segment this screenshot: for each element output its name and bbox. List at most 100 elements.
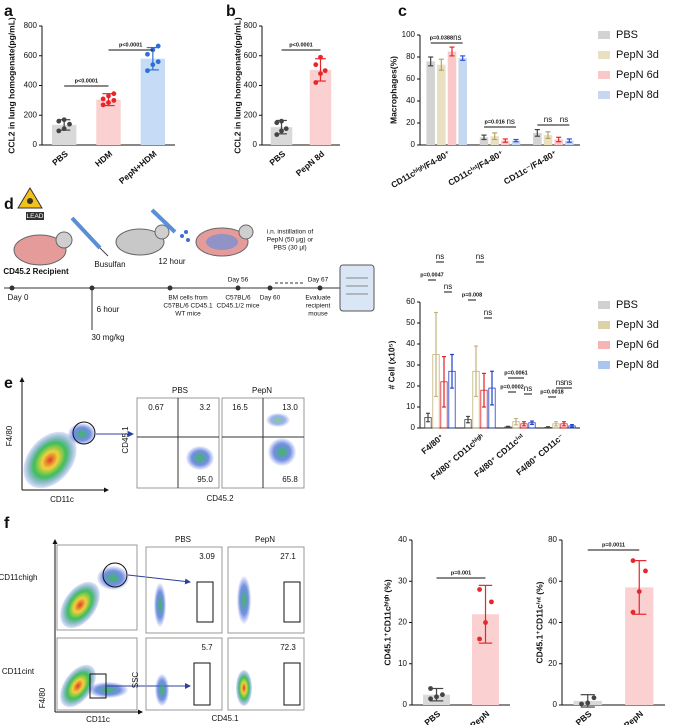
row-label: CD11cint <box>2 667 35 676</box>
significance-label: ns <box>524 384 532 393</box>
panel-label: a <box>4 3 13 20</box>
mouse-head <box>154 224 170 240</box>
data-point <box>440 692 445 698</box>
data-point <box>313 80 319 85</box>
bar <box>479 137 489 145</box>
label: BM cells from <box>168 295 207 302</box>
axis-label: CD45.1 <box>211 714 239 723</box>
axis-label: F4/80 <box>5 425 14 446</box>
x-tick-label: CD11c⁻/F4-80⁺ <box>502 148 559 186</box>
y-tick-label: 400 <box>24 81 38 90</box>
y-tick-label: 40 <box>398 535 407 544</box>
plot-frame <box>56 544 138 631</box>
density-cloud <box>60 664 96 708</box>
quadrant-value: 3.2 <box>199 403 211 412</box>
data-point <box>643 568 648 574</box>
data-point <box>477 636 482 642</box>
y-tick-label: 10 <box>398 659 407 668</box>
axis-label: F4/80 <box>38 687 47 708</box>
data-point <box>489 599 494 605</box>
significance-label: ns <box>506 117 514 126</box>
plot-frame <box>56 637 138 711</box>
legend-label: PepN 3d <box>616 319 659 331</box>
clipboard <box>339 264 375 312</box>
data-point <box>279 118 284 124</box>
y-tick-label: 0 <box>33 140 38 149</box>
significance-label: ns <box>560 115 568 124</box>
gate-value: 27.1 <box>280 552 296 561</box>
label: Day 56 <box>228 277 249 284</box>
y-tick-label: 200 <box>24 110 38 119</box>
significance-label: p=0.008 <box>462 292 482 298</box>
data-point <box>61 126 67 132</box>
y-tick-label: 400 <box>244 81 258 90</box>
hazard-icon <box>27 198 33 204</box>
data-point <box>61 117 67 123</box>
data-point <box>56 118 62 124</box>
gate <box>72 421 96 445</box>
timeline-dot <box>167 285 173 291</box>
gate <box>102 562 128 588</box>
data-point <box>579 701 584 707</box>
timeline-dot <box>9 285 15 291</box>
gate <box>193 662 211 706</box>
chart: 0 10 20 30 40 CD45.1⁺CD11cʰⁱᵍʰ (%) PBS PepN p=0.… <box>382 535 510 725</box>
data-point <box>313 62 319 68</box>
significance-label: p=0.0388 <box>430 35 453 41</box>
label: Busulfan <box>94 260 125 269</box>
density-cloud <box>23 431 77 489</box>
density-cloud <box>68 423 96 445</box>
y-tick-label: 30 <box>398 576 407 585</box>
legend-label: PBS <box>616 29 638 41</box>
cells <box>180 234 184 238</box>
bar <box>490 136 499 145</box>
label: PepN (50 μg) or <box>267 237 314 244</box>
plot-frame <box>227 637 305 711</box>
legend-swatch <box>598 91 610 99</box>
bar <box>270 127 293 145</box>
y-tick-label: 40 <box>406 339 415 348</box>
y-axis-label: # Cell (x10⁵) <box>386 340 396 389</box>
bar <box>447 51 457 145</box>
panel-label: f <box>4 515 10 532</box>
lead-text: LEAD <box>27 213 44 220</box>
density-cloud <box>154 583 166 627</box>
y-axis-label: CCL2 in lung homogenate(pg/mL) <box>6 17 16 154</box>
data-point <box>630 558 636 564</box>
plot-title: PepN <box>255 535 275 544</box>
data-point <box>106 100 111 106</box>
significance-label: p=0.0002 <box>500 384 523 390</box>
gate-value: 72.3 <box>280 643 296 652</box>
legend-label: PepN 8d <box>616 89 659 101</box>
y-tick-label: 0 <box>411 140 416 149</box>
plot-frame <box>227 546 305 634</box>
significance-label: p=0.016 <box>484 119 504 125</box>
legend-label: PBS <box>616 299 638 311</box>
data-point <box>111 91 117 97</box>
quadrant-value: 16.5 <box>232 403 248 412</box>
label: WT mice <box>175 311 201 318</box>
data-point <box>591 695 597 701</box>
mouse <box>13 234 67 266</box>
x-tick-label: CD11cʰⁱᵍʰ/F4-80⁺ <box>389 148 452 190</box>
data-point <box>106 93 111 99</box>
y-tick-label: 40 <box>406 96 415 105</box>
bar <box>96 99 121 145</box>
significance-label: p=0.0061 <box>504 370 527 376</box>
data-point <box>434 694 439 700</box>
data-point <box>318 71 323 76</box>
label: recipient <box>306 303 331 310</box>
data-point <box>477 587 482 592</box>
data-point <box>279 128 284 134</box>
label: CD45.1/2 mice <box>217 303 260 310</box>
bar <box>140 58 166 145</box>
y-tick-label: 20 <box>548 659 557 668</box>
label: 6 hour <box>97 305 120 314</box>
data-point <box>428 696 433 702</box>
significance-label: ns <box>564 378 572 387</box>
x-tick-label: PBS <box>267 148 287 167</box>
quadrant-value: 13.0 <box>282 403 298 412</box>
data-point <box>150 47 156 53</box>
